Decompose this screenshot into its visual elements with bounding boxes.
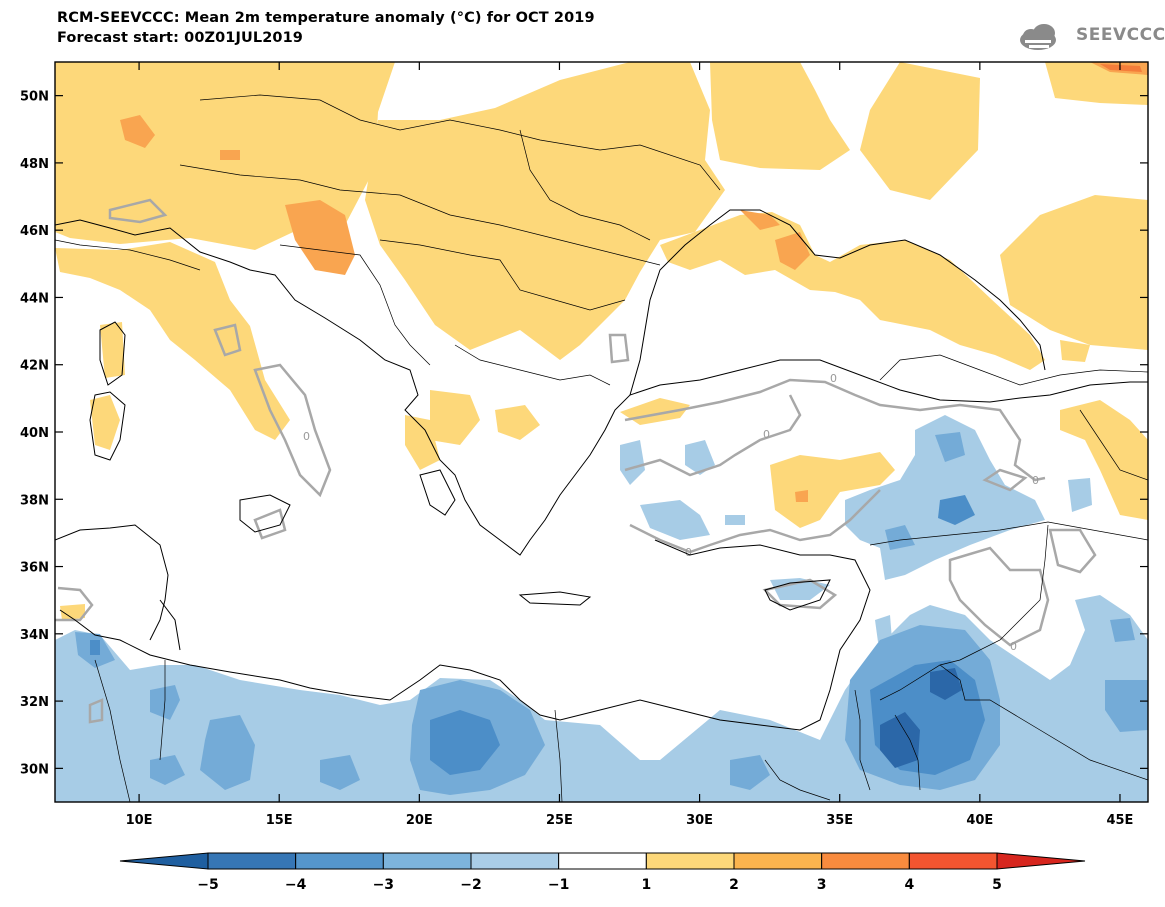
map-plot-area: 0 0 0 0 0 0 xyxy=(55,62,1148,802)
contour-label: 0 xyxy=(763,428,770,441)
colorbar: −5 −4 −3 −2 −1 1 2 3 4 5 xyxy=(119,852,1086,893)
colorbar-label: −3 xyxy=(373,877,394,893)
colorbar-max-arrow xyxy=(996,852,1086,870)
coastlines xyxy=(55,209,1148,731)
contour-labels: 0 0 0 0 0 0 xyxy=(303,372,1039,653)
lon-tick-label: 10E xyxy=(126,813,153,828)
lat-tick-label: 42N xyxy=(20,359,49,374)
colorbar-label: −1 xyxy=(548,877,569,893)
lat-tick-label: 48N xyxy=(20,157,49,172)
latitude-axis: 50N 48N 46N 44N 42N 40N 38N 36N 34N 32N 30N xyxy=(20,90,1148,777)
lat-tick-label: 46N xyxy=(20,224,49,239)
lat-tick-label: 40N xyxy=(20,426,49,441)
colorbar-label: −4 xyxy=(285,877,307,893)
seevccc-logo xyxy=(1020,24,1056,50)
cloud-icon xyxy=(1020,24,1056,50)
colorbar-label: 2 xyxy=(729,877,739,893)
colorbar-box xyxy=(645,852,735,870)
lat-tick-label: 36N xyxy=(20,561,49,576)
contour-label: 0 xyxy=(1010,640,1017,653)
colorbar-label: −2 xyxy=(460,877,481,893)
contour-label: 0 xyxy=(1032,474,1039,487)
lon-tick-label: 40E xyxy=(966,813,993,828)
lat-tick-label: 30N xyxy=(20,762,49,777)
colorbar-box xyxy=(558,852,647,870)
lon-tick-label: 15E xyxy=(266,813,293,828)
colorbar-label: 5 xyxy=(992,877,1002,893)
colorbar-label: 1 xyxy=(641,877,651,893)
colorbar-box xyxy=(382,852,472,870)
lat-tick-label: 44N xyxy=(20,291,49,306)
colorbar-box xyxy=(821,852,910,870)
lon-tick-label: 20E xyxy=(406,813,433,828)
cold-anomaly-strongest-fill xyxy=(880,668,962,768)
map-title: RCM-SEEVCCC: Mean 2m temperature anomaly… xyxy=(57,10,595,26)
colorbar-box xyxy=(470,852,560,870)
contour-label: 0 xyxy=(685,546,692,559)
lon-tick-label: 45E xyxy=(1106,813,1133,828)
lon-tick-label: 25E xyxy=(546,813,573,828)
lat-tick-label: 38N xyxy=(20,493,49,508)
contour-label: 0 xyxy=(303,430,310,443)
lat-tick-label: 34N xyxy=(20,628,49,643)
colorbar-box xyxy=(733,852,823,870)
lat-tick-label: 50N xyxy=(20,90,49,105)
colorbar-box xyxy=(908,852,998,870)
forecast-start-label: Forecast start: 00Z01JUL2019 xyxy=(57,30,303,46)
longitude-axis: 10E 15E 20E 25E 30E 35E 40E 45E xyxy=(126,62,1133,828)
colorbar-label: −5 xyxy=(197,877,218,893)
lat-tick-label: 32N xyxy=(20,695,49,710)
zero-contours xyxy=(55,198,1097,724)
colorbar-label: 4 xyxy=(904,877,914,893)
lon-tick-label: 30E xyxy=(686,813,713,828)
contour-label: 0 xyxy=(830,372,837,385)
warm-anomaly-strong-fill xyxy=(120,62,1148,502)
national-borders xyxy=(55,94,1148,802)
colorbar-box xyxy=(295,852,384,870)
colorbar-label: 3 xyxy=(817,877,827,893)
warm-anomaly-peak-fill xyxy=(1100,64,1142,72)
colorbar-min-arrow xyxy=(119,852,209,870)
logo-text: SEEVCCC xyxy=(1076,25,1165,45)
lon-tick-label: 35E xyxy=(826,813,853,828)
colorbar-box xyxy=(207,852,297,870)
